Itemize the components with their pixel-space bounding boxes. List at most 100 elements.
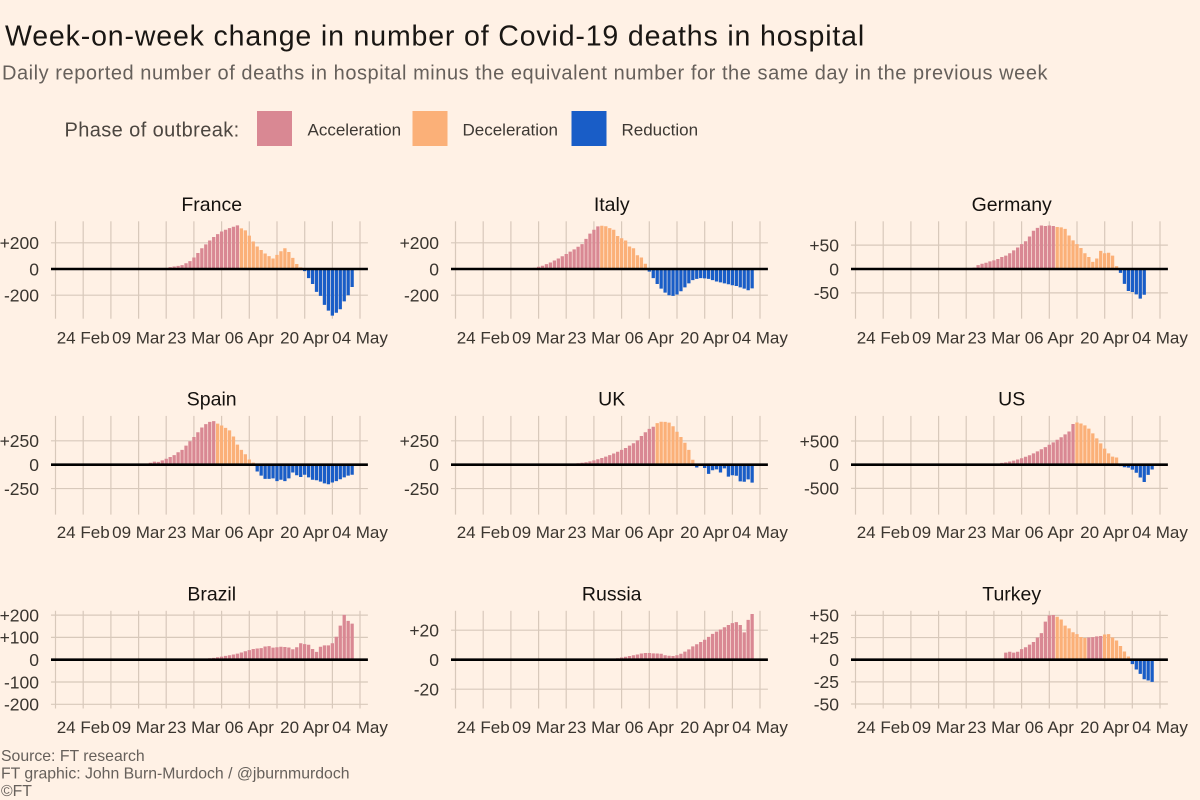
svg-text:0: 0	[429, 259, 439, 279]
svg-text:Spain: Spain	[187, 389, 237, 411]
svg-text:06 Apr: 06 Apr	[625, 523, 674, 542]
svg-text:04 May: 04 May	[732, 523, 788, 542]
svg-text:04 May: 04 May	[732, 718, 788, 737]
svg-text:09 Mar: 09 Mar	[112, 718, 165, 737]
svg-text:Germany: Germany	[972, 194, 1052, 216]
svg-text:06 Apr: 06 Apr	[1025, 328, 1074, 347]
svg-text:-20: -20	[414, 680, 440, 700]
svg-text:04 May: 04 May	[332, 328, 388, 347]
svg-text:09 Mar: 09 Mar	[912, 523, 965, 542]
svg-text:0: 0	[29, 455, 39, 475]
svg-text:09 Mar: 09 Mar	[512, 718, 565, 737]
svg-text:23 Mar: 23 Mar	[167, 718, 220, 737]
svg-text:09 Mar: 09 Mar	[512, 523, 565, 542]
svg-text:20 Apr: 20 Apr	[1080, 718, 1129, 737]
svg-text:+200: +200	[0, 233, 39, 253]
svg-text:24 Feb: 24 Feb	[57, 328, 110, 347]
svg-text:+50: +50	[809, 235, 839, 255]
svg-text:09 Mar: 09 Mar	[512, 328, 565, 347]
svg-text:20 Apr: 20 Apr	[1080, 523, 1129, 542]
svg-text:Deceleration: Deceleration	[463, 120, 558, 139]
svg-text:Russia: Russia	[582, 583, 642, 605]
svg-text:04 May: 04 May	[332, 718, 388, 737]
svg-text:UK: UK	[598, 389, 625, 411]
svg-text:23 Mar: 23 Mar	[167, 328, 220, 347]
svg-text:+20: +20	[409, 621, 439, 641]
svg-text:24 Feb: 24 Feb	[457, 718, 510, 737]
svg-text:-500: -500	[804, 479, 839, 499]
svg-text:-100: -100	[4, 672, 39, 692]
svg-text:Italy: Italy	[594, 194, 630, 216]
svg-text:+100: +100	[0, 628, 39, 648]
svg-text:+500: +500	[800, 431, 840, 451]
svg-text:-200: -200	[4, 286, 39, 306]
svg-text:06 Apr: 06 Apr	[625, 718, 674, 737]
svg-text:0: 0	[29, 650, 39, 670]
svg-text:24 Feb: 24 Feb	[57, 523, 110, 542]
svg-text:20 Apr: 20 Apr	[680, 328, 729, 347]
svg-text:24 Feb: 24 Feb	[857, 328, 910, 347]
svg-text:-25: -25	[814, 672, 839, 692]
svg-text:23 Mar: 23 Mar	[967, 523, 1020, 542]
svg-text:20 Apr: 20 Apr	[280, 328, 329, 347]
svg-text:04 May: 04 May	[1132, 718, 1188, 737]
svg-text:-200: -200	[404, 286, 439, 306]
svg-text:23 Mar: 23 Mar	[967, 328, 1020, 347]
svg-text:0: 0	[829, 259, 839, 279]
svg-text:20 Apr: 20 Apr	[1080, 328, 1129, 347]
svg-text:24 Feb: 24 Feb	[57, 718, 110, 737]
svg-text:04 May: 04 May	[1132, 523, 1188, 542]
svg-text:04 May: 04 May	[332, 523, 388, 542]
svg-text:Daily reported number of death: Daily reported number of deaths in hospi…	[2, 62, 1049, 84]
svg-text:06 Apr: 06 Apr	[625, 328, 674, 347]
svg-text:20 Apr: 20 Apr	[280, 718, 329, 737]
svg-text:0: 0	[429, 650, 439, 670]
svg-text:23 Mar: 23 Mar	[967, 718, 1020, 737]
svg-text:24 Feb: 24 Feb	[457, 523, 510, 542]
svg-text:©FT: ©FT	[1, 783, 32, 800]
svg-text:0: 0	[829, 455, 839, 475]
svg-text:Brazil: Brazil	[187, 583, 236, 605]
svg-text:09 Mar: 09 Mar	[912, 718, 965, 737]
svg-text:-250: -250	[4, 479, 39, 499]
svg-text:+200: +200	[0, 605, 39, 625]
svg-text:06 Apr: 06 Apr	[1025, 718, 1074, 737]
svg-text:Source: FT research: Source: FT research	[1, 748, 145, 765]
svg-text:FT graphic: John Burn-Murdoch: FT graphic: John Burn-Murdoch / @jburnmu…	[1, 766, 350, 783]
svg-text:24 Feb: 24 Feb	[457, 328, 510, 347]
svg-text:06 Apr: 06 Apr	[225, 523, 274, 542]
svg-text:04 May: 04 May	[1132, 328, 1188, 347]
svg-text:06 Apr: 06 Apr	[225, 328, 274, 347]
svg-text:09 Mar: 09 Mar	[912, 328, 965, 347]
svg-text:20 Apr: 20 Apr	[680, 523, 729, 542]
svg-text:06 Apr: 06 Apr	[1025, 523, 1074, 542]
svg-text:Phase of outbreak:: Phase of outbreak:	[65, 119, 240, 141]
svg-text:+50: +50	[809, 606, 839, 626]
svg-text:Reduction: Reduction	[622, 120, 699, 139]
svg-text:23 Mar: 23 Mar	[567, 718, 620, 737]
svg-text:Turkey: Turkey	[982, 583, 1041, 605]
svg-text:-250: -250	[404, 479, 439, 499]
svg-text:24 Feb: 24 Feb	[857, 523, 910, 542]
svg-text:09 Mar: 09 Mar	[112, 523, 165, 542]
svg-text:US: US	[998, 389, 1025, 411]
svg-text:24 Feb: 24 Feb	[857, 718, 910, 737]
svg-text:23 Mar: 23 Mar	[567, 523, 620, 542]
svg-text:0: 0	[29, 259, 39, 279]
svg-text:0: 0	[829, 650, 839, 670]
svg-text:+250: +250	[400, 431, 440, 451]
svg-text:-50: -50	[814, 694, 840, 714]
svg-text:+25: +25	[809, 628, 839, 648]
svg-text:04 May: 04 May	[732, 328, 788, 347]
svg-text:-200: -200	[4, 695, 39, 715]
svg-text:09 Mar: 09 Mar	[112, 328, 165, 347]
svg-text:+200: +200	[400, 233, 440, 253]
svg-text:+250: +250	[0, 431, 39, 451]
svg-text:0: 0	[429, 455, 439, 475]
svg-text:06 Apr: 06 Apr	[225, 718, 274, 737]
svg-text:23 Mar: 23 Mar	[567, 328, 620, 347]
svg-text:20 Apr: 20 Apr	[680, 718, 729, 737]
svg-text:Acceleration: Acceleration	[308, 120, 402, 139]
svg-text:France: France	[181, 194, 242, 216]
svg-text:23 Mar: 23 Mar	[167, 523, 220, 542]
